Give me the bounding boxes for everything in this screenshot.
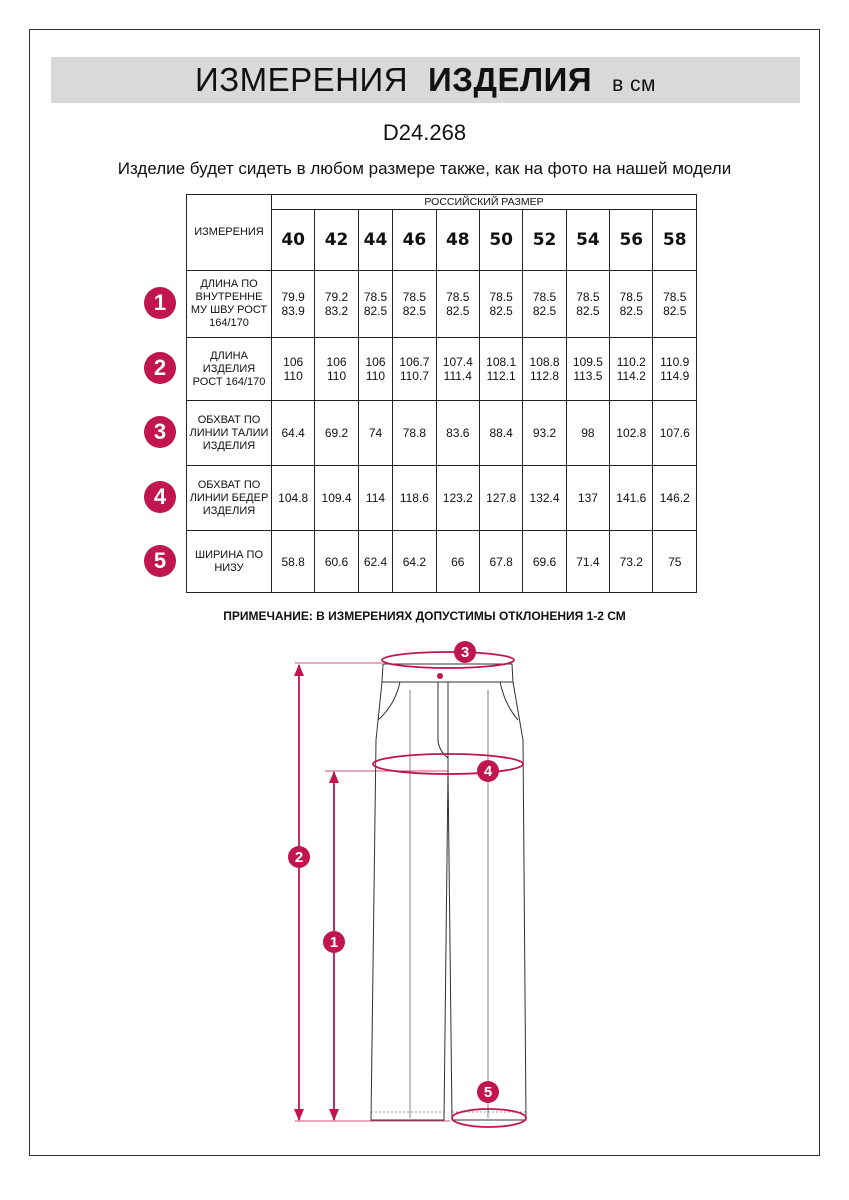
row-number-marker: 1 [144,287,176,319]
table-cell: 78.5 82.5 [609,270,654,338]
diagram-marker-label: 2 [295,849,303,866]
table-cell: 67.8 [478,530,524,593]
table-cell: 108.8 112.8 [522,337,567,401]
title-part1: ИЗМЕРЕНИЯ [194,61,409,98]
title-part2: ИЗДЕЛИЯ [428,61,593,98]
table-cell: 58.8 [270,530,316,593]
size-table: ИЗМЕРЕНИЯ РОССИЙСКИЙ РАЗМЕР 40 42 44 46 48 50 52… [186,194,697,593]
table-cell: 78.5 82.5 [392,270,437,338]
table-cell: 64.4 [270,400,316,466]
table-cell: 110.2 114.2 [609,337,654,401]
table-cell: 75 [652,530,697,593]
group-header: РОССИЙСКИЙ РАЗМЕР [271,194,697,210]
row-number-marker: 5 [144,545,176,577]
table-row: ОБХВАТ ПО ЛИНИИ БЕДЕР ИЗДЕЛИЯ 104.8 109.4 1… [186,465,697,531]
table-cell: 79.2 83.2 [314,270,359,338]
table-cell: 118.6 [392,465,437,531]
table-row: ДЛИНА ПО ВНУТРЕННЕ МУ ШВУ РОСТ 164/170 79… [186,270,697,338]
table-cell: 79.9 83.9 [270,270,316,338]
table-cell: 78.5 82.5 [522,270,567,338]
row-label: ШИРИНА ПО НИЗУ [186,530,272,593]
table-cell: 141.6 [609,465,654,531]
table-cell: 88.4 [478,400,524,466]
row-number-marker: 4 [144,481,176,513]
size-header: 40 [270,209,316,271]
row-number-marker: 3 [144,416,176,448]
table-cell: 110.9 114.9 [652,337,697,401]
table-cell: 132.4 [522,465,567,531]
size-header: 56 [609,209,654,271]
row-label: ДЛИНА ПО ВНУТРЕННЕ МУ ШВУ РОСТ 164/170 [186,270,272,338]
diagram-marker-label: 4 [484,763,493,780]
table-cell: 66 [435,530,480,593]
table-cell: 102.8 [609,400,654,466]
table-cell: 93.2 [522,400,567,466]
table-row: ОБХВАТ ПО ЛИНИИ ТАЛИИ ИЗДЕЛИЯ 64.4 69.2 74 7… [186,400,697,466]
hem-ellipse [451,1108,527,1128]
table-cell: 106 110 [357,337,394,401]
product-code: D24.268 [382,120,467,145]
note: ПРИМЕЧАНИЕ: В ИЗМЕРЕНИЯХ ДОПУСТИМЫ ОТКЛО… [223,609,626,623]
table-cell: 78.5 82.5 [478,270,524,338]
size-header: 50 [478,209,524,271]
table-cell: 78.5 82.5 [652,270,697,338]
waist-ellipse [381,651,515,669]
diagram-marker-label: 3 [461,644,469,661]
diagram-marker-length [288,846,310,868]
size-header: 42 [314,209,359,271]
row-number-marker: 2 [144,352,176,384]
diagram-marker-inseam [323,931,345,953]
table-row: ДЛИНА ИЗДЕЛИЯ РОСТ 164/170 106 110 106 110… [186,337,697,401]
diagram-marker-waist [454,641,476,663]
table-cell: 106 110 [270,337,316,401]
table-cell: 69.6 [522,530,567,593]
diagram-marker-label: 5 [484,1084,492,1101]
diagram-marker-label: 1 [330,934,338,951]
size-header: 58 [652,209,697,271]
table-cell: 73.2 [609,530,654,593]
table-cell: 74 [357,400,394,466]
table-cell: 106 110 [314,337,359,401]
table-cell: 78.5 82.5 [435,270,480,338]
table-cell: 78.5 82.5 [357,270,394,338]
row-label: ОБХВАТ ПО ЛИНИИ БЕДЕР ИЗДЕЛИЯ [186,465,272,531]
table-row: ШИРИНА ПО НИЗУ 58.8 60.6 62.4 64.2 66 67.8 69.6… [186,530,697,593]
diagram-marker-hem [477,1081,499,1103]
page-title: ИЗМЕРЕНИЯ ИЗДЕЛИЯ в см [51,57,800,103]
hip-ellipse [372,753,524,775]
subtitle: Изделие будет сидеть в любом размере так… [117,159,732,178]
table-cell: 64.2 [392,530,437,593]
table-cell: 62.4 [357,530,394,593]
size-header: 48 [435,209,480,271]
table-cell: 106.7 110.7 [392,337,437,401]
table-cell: 71.4 [565,530,611,593]
table-cell: 104.8 [270,465,316,531]
table-cell: 123.2 [435,465,480,531]
row-label: ОБХВАТ ПО ЛИНИИ ТАЛИИ ИЗДЕЛИЯ [186,400,272,466]
page-frame [29,29,820,1156]
title-unit: в см [612,73,656,96]
size-header: 44 [357,209,394,271]
diagram-marker-hip [477,760,499,782]
table-cell: 83.6 [435,400,480,466]
table-cell: 127.8 [478,465,524,531]
table-cell: 107.6 [652,400,697,466]
table-cell: 109.5 113.5 [565,337,611,401]
button-icon [437,673,443,679]
